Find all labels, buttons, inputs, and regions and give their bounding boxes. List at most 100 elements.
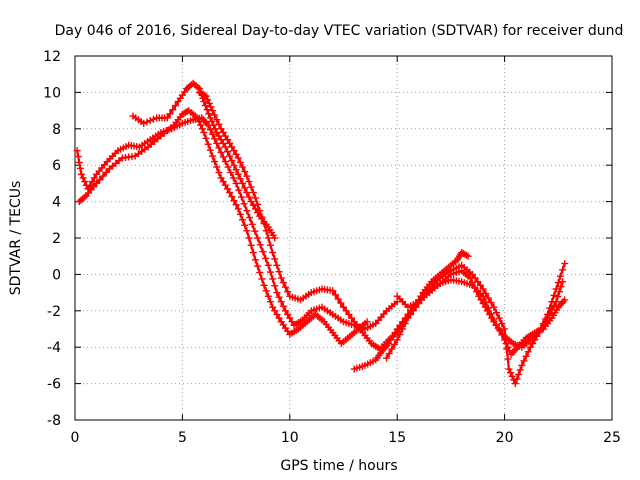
data-point-0-87 <box>279 302 287 310</box>
data-point-2-51 <box>236 175 244 183</box>
data-point-2-45 <box>224 148 232 156</box>
data-point-3-8 <box>208 107 216 115</box>
data-point-2-5 <box>143 118 151 126</box>
data-point-1-69 <box>245 234 253 242</box>
data-point-5-6 <box>399 325 407 333</box>
data-point-0-80 <box>264 261 272 269</box>
data-point-0-71 <box>240 200 248 208</box>
y-tick-label-9: 10 <box>43 85 61 101</box>
data-point-6-65 <box>546 310 554 318</box>
data-point-0-65 <box>224 163 232 171</box>
y-tick-label-6: 4 <box>52 195 61 211</box>
y-tick-label-1: -6 <box>47 377 61 393</box>
data-point-1-77 <box>262 287 270 295</box>
data-point-3-5 <box>204 96 212 104</box>
data-point-5-54 <box>515 371 523 378</box>
data-point-1-75 <box>258 275 266 283</box>
data-series <box>73 79 569 388</box>
data-point-0-74 <box>248 220 256 228</box>
data-point-1-50 <box>204 140 212 148</box>
data-point-6-39 <box>490 318 498 326</box>
data-point-1-81 <box>271 307 279 315</box>
data-point-3-14 <box>221 132 229 140</box>
data-point-2-50 <box>234 170 242 178</box>
data-point-3-40 <box>277 274 285 282</box>
data-point-0-85 <box>275 293 283 301</box>
data-point-3-66 <box>345 310 353 318</box>
data-point-0-6 <box>81 178 89 186</box>
data-point-0-62 <box>217 148 225 156</box>
data-point-1-72 <box>251 256 259 264</box>
data-point-0-66 <box>227 168 235 176</box>
data-point-0-2 <box>75 158 83 166</box>
data-point-4-18 <box>389 332 397 340</box>
data-point-2-35 <box>205 110 213 118</box>
data-point-3-41 <box>279 279 287 287</box>
data-point-0-61 <box>215 144 223 152</box>
data-point-2-57 <box>249 201 257 209</box>
axis-ticks: 0 5 10 15 20 25 -8 -6 -4 -2 0 2 4 6 8 10 12 <box>43 49 621 446</box>
data-point-5-41 <box>493 309 501 317</box>
data-point-6-31 <box>473 288 481 296</box>
data-point-3-67 <box>348 314 356 322</box>
x-axis-label: GPS time / hours <box>280 458 397 474</box>
data-point-5-37 <box>482 290 490 298</box>
data-point-0-5 <box>79 174 87 182</box>
data-point-2-47 <box>228 157 236 165</box>
data-point-0-76 <box>254 234 262 242</box>
chart-title: Day 046 of 2016, Sidereal Day-to-day VTE… <box>55 23 624 39</box>
data-point-0-70 <box>237 193 245 201</box>
data-point-4-17 <box>387 336 395 344</box>
data-point-3-29 <box>254 200 262 208</box>
data-point-5-53 <box>513 375 521 383</box>
data-point-1-62 <box>230 197 238 205</box>
data-point-3-21 <box>236 158 244 166</box>
data-point-1-49 <box>202 134 210 142</box>
data-point-3-15 <box>224 136 232 144</box>
data-point-5-55 <box>516 366 524 374</box>
data-point-3-124 <box>464 252 472 260</box>
data-point-6-28 <box>466 274 474 282</box>
data-point-1-8 <box>92 179 100 187</box>
data-point-1-73 <box>254 262 262 270</box>
data-point-4-19 <box>391 329 399 337</box>
data-point-2-54 <box>243 189 251 196</box>
data-point-3-23 <box>241 168 249 176</box>
y-tick-label-7: 6 <box>52 158 61 174</box>
series-track-1 <box>73 114 401 333</box>
data-point-0-0 <box>73 147 81 155</box>
data-point-2-46 <box>226 152 234 160</box>
data-point-1-51 <box>206 146 214 154</box>
y-axis-label: SDTVAR / TECUs <box>8 181 24 296</box>
data-point-3-9 <box>211 111 219 119</box>
data-point-0-64 <box>221 158 229 166</box>
data-point-0-59 <box>211 135 219 143</box>
data-point-2-34 <box>203 106 211 114</box>
data-point-2-52 <box>239 179 247 187</box>
data-point-0-83 <box>271 282 279 290</box>
data-point-2-41 <box>215 132 223 140</box>
data-point-3-33 <box>262 227 270 235</box>
data-point-1-45 <box>195 118 203 126</box>
data-point-3-63 <box>337 299 345 307</box>
y-tick-label-4: 0 <box>52 267 61 283</box>
data-point-4-92 <box>561 296 569 304</box>
data-point-6-63 <box>541 318 549 326</box>
data-point-3-62 <box>334 295 342 303</box>
data-point-6-35 <box>481 303 489 311</box>
data-point-0-60 <box>213 139 221 147</box>
data-point-1-63 <box>232 201 240 209</box>
data-point-0-57 <box>206 126 214 134</box>
data-point-2-36 <box>206 114 214 122</box>
data-point-5-39 <box>487 299 495 307</box>
data-point-6-66 <box>548 306 556 314</box>
y-tick-label-0: -8 <box>47 413 61 429</box>
data-point-1-59 <box>224 185 232 193</box>
data-point-0-89 <box>284 310 292 318</box>
data-point-5-36 <box>479 285 487 293</box>
data-point-1-68 <box>243 227 251 235</box>
data-point-5-43 <box>498 320 506 328</box>
data-point-2-49 <box>232 166 240 174</box>
data-point-5-71 <box>550 291 558 299</box>
